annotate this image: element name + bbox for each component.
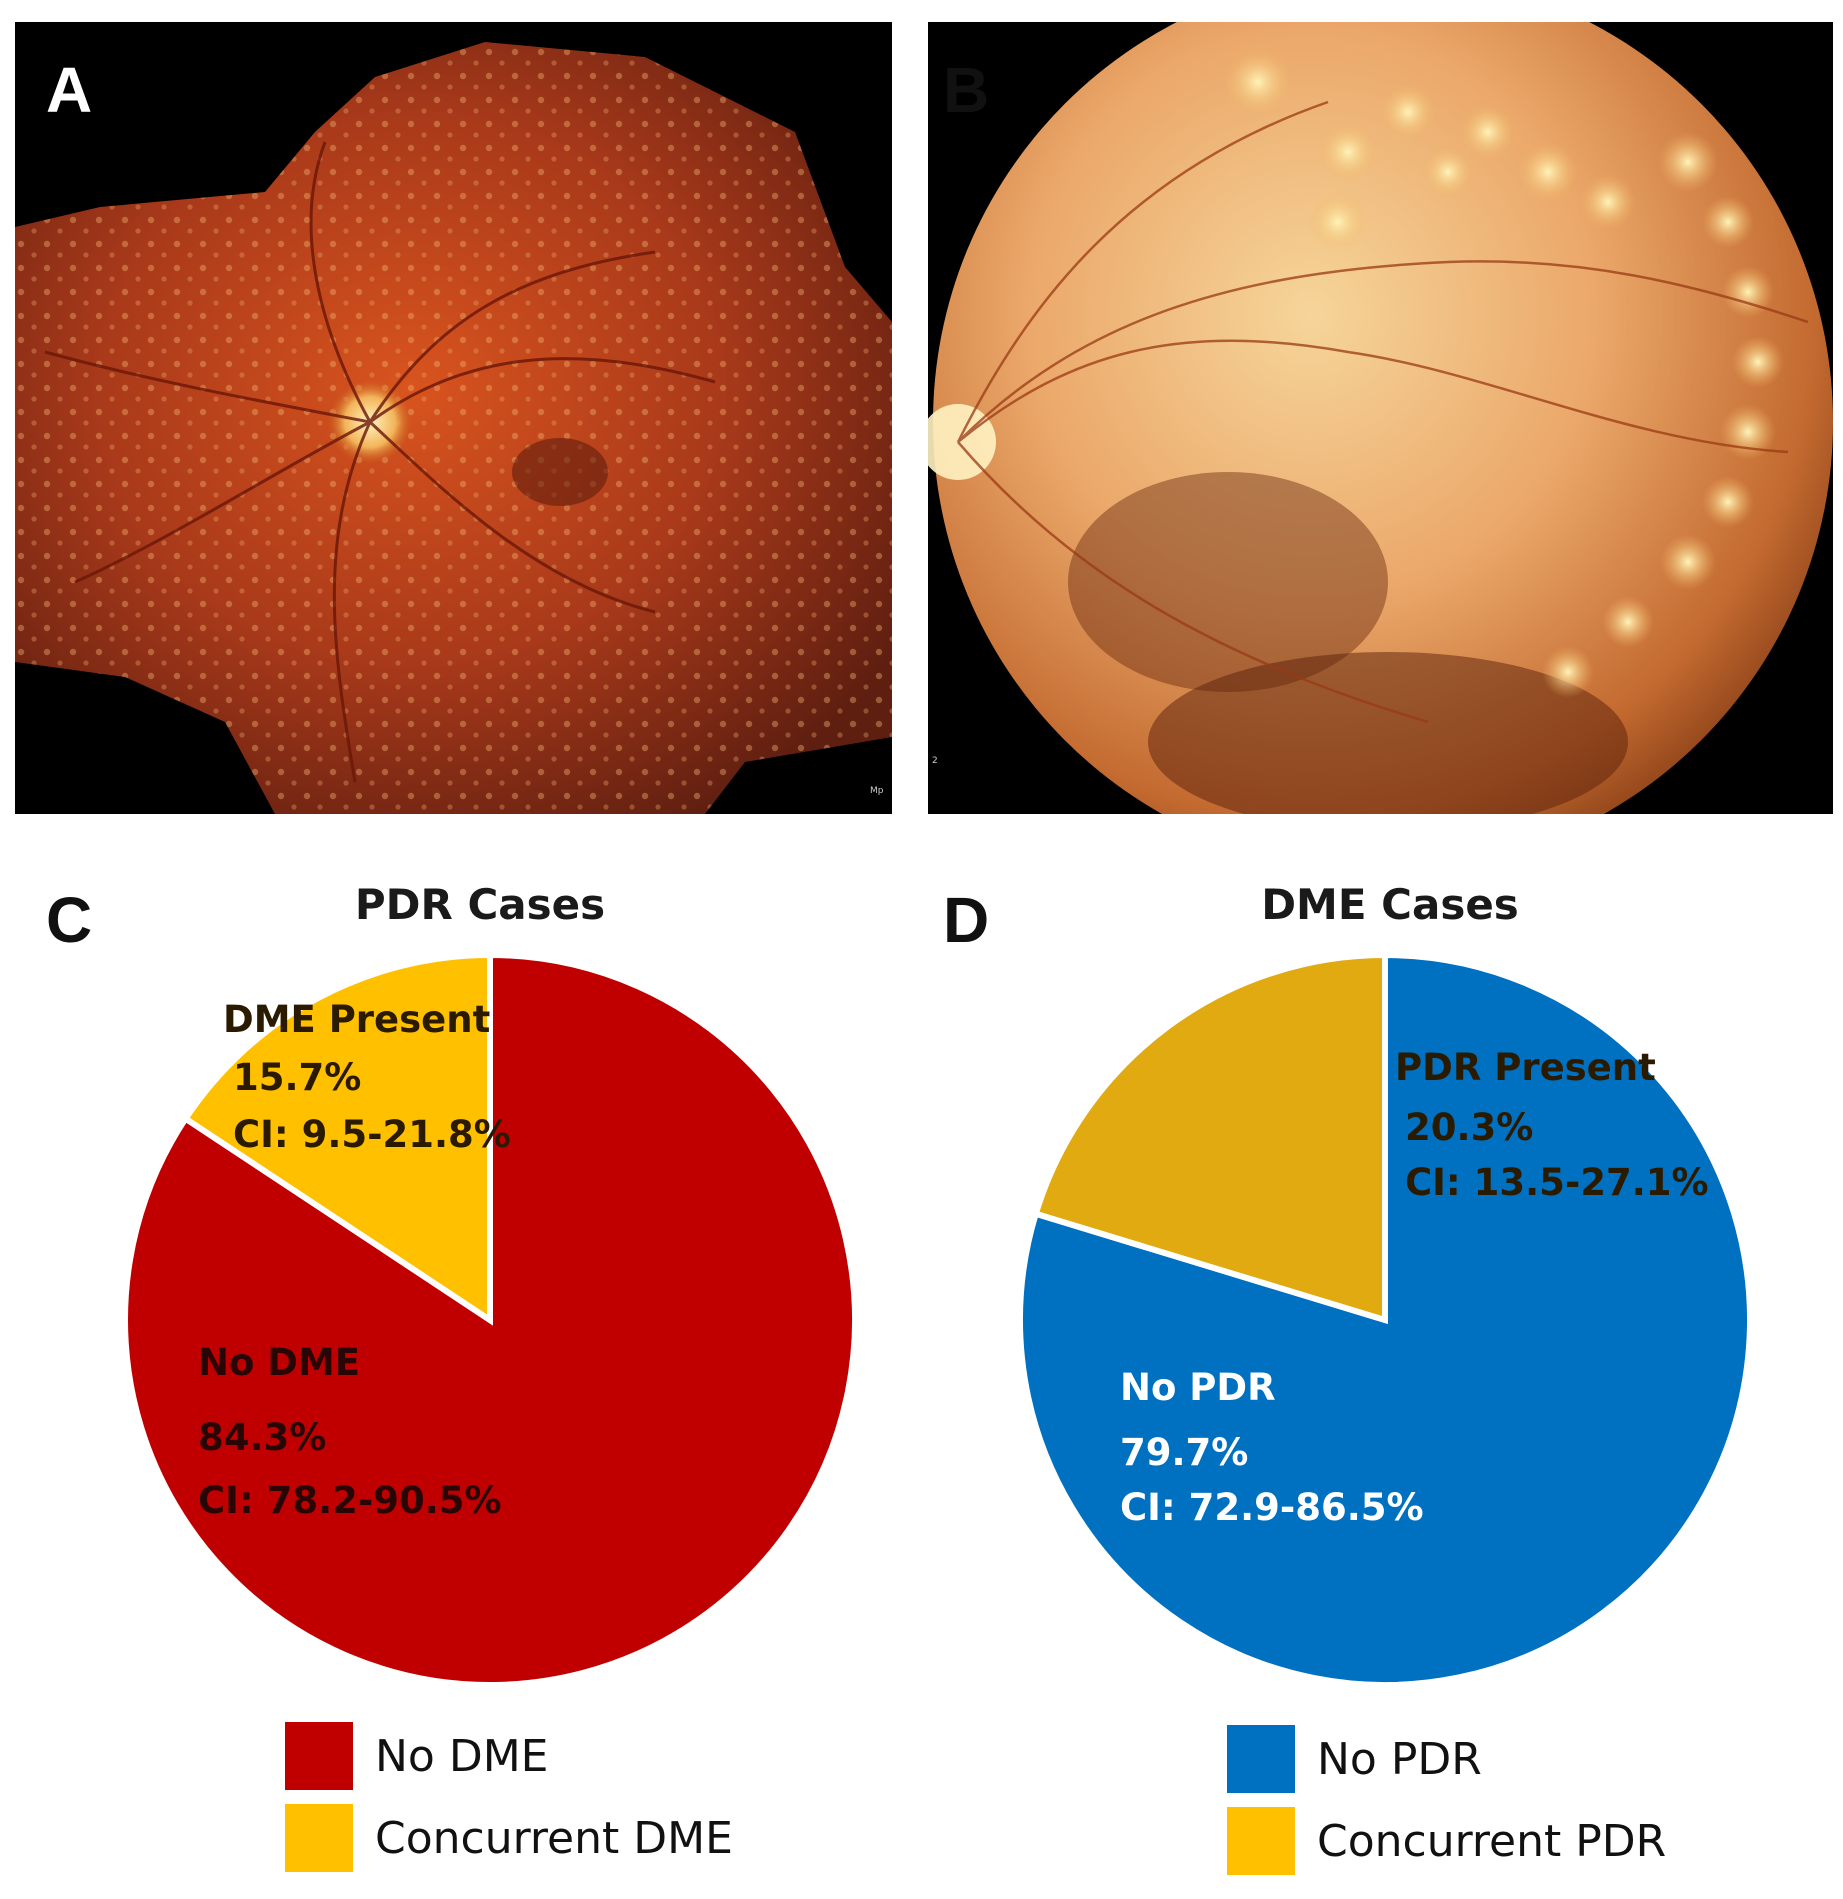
fundus-photo-a	[15, 22, 892, 814]
pie-slice-concurrent-pdr	[1032, 951, 1388, 1325]
slice-ci-text: CI: 13.5-27.1%	[1405, 1161, 1709, 1204]
legend-item: No PDR	[1227, 1718, 1666, 1800]
slice-ci-text: CI: 9.5-21.8%	[233, 1113, 511, 1156]
fundus-photo-b	[928, 22, 1833, 814]
legend-swatch	[1227, 1807, 1295, 1875]
slice-value-text: 79.7%	[1120, 1431, 1248, 1474]
legend-label: Concurrent DME	[375, 1812, 733, 1864]
fundus-montage-image	[15, 42, 892, 814]
legend-swatch	[1227, 1725, 1295, 1793]
slice-ci-text: CI: 78.2-90.5%	[198, 1479, 502, 1522]
slice-ci-text: CI: 72.9-86.5%	[1120, 1486, 1424, 1529]
legend-item: No DME	[285, 1715, 733, 1797]
panel-a-label: A	[46, 54, 93, 126]
slice-value-text: 15.7%	[233, 1056, 361, 1099]
slice-label: DME Present	[223, 998, 490, 1041]
slice-label: No PDR	[1120, 1366, 1276, 1409]
chart-d-title: DME Cases	[1261, 880, 1519, 929]
pie-slice-concurrent-dme	[181, 951, 493, 1326]
legend-d: No PDR Concurrent PDR	[1227, 1718, 1666, 1882]
legend-swatch	[285, 1804, 353, 1872]
pie-chart-d: No PDR 79.7% CI: 72.9-86.5% PDR Present 20.3…	[1017, 951, 1753, 1688]
legend-c: No DME Concurrent DME	[285, 1715, 733, 1879]
legend-label: No DME	[375, 1730, 549, 1782]
panel-b-label: B	[943, 54, 990, 126]
panel-b-corner-mark: 2	[932, 756, 938, 766]
legend-item: Concurrent PDR	[1227, 1800, 1666, 1882]
legend-label: Concurrent PDR	[1317, 1815, 1667, 1867]
slice-label: No DME	[198, 1341, 360, 1384]
legend-item: Concurrent DME	[285, 1797, 733, 1879]
fundus-closeup-image	[928, 22, 1833, 814]
legend-label: No PDR	[1317, 1733, 1482, 1785]
panel-c-label: C	[46, 884, 93, 956]
slice-value-text: 84.3%	[198, 1416, 326, 1459]
pie-chart-c: No DME 84.3% CI: 78.2-90.5% DME Present 15.7…	[122, 951, 858, 1688]
panel-a-corner-mark: Mp	[870, 786, 884, 796]
panel-d-label: D	[943, 884, 990, 956]
legend-swatch	[285, 1722, 353, 1790]
slice-label: PDR Present	[1395, 1046, 1656, 1089]
slice-value-text: 20.3%	[1405, 1106, 1533, 1149]
chart-c-title: PDR Cases	[354, 880, 606, 929]
